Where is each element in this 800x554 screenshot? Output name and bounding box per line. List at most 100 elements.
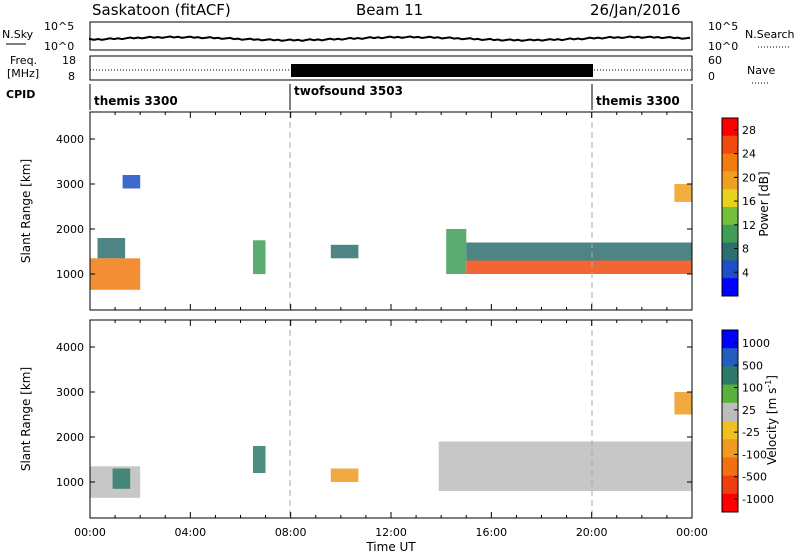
date-title: 26/Jan/2016 [590,1,681,19]
colorbar-cell [722,153,738,172]
power-y-ticks: 1000 2000 3000 4000 [56,133,692,281]
colorbar-cell [722,457,738,477]
x-tick-label: 12:00 [375,526,407,539]
noise-right-tick-top: 10^5 [708,20,738,33]
y-tick-label: 3000 [56,386,84,399]
noise-left-label: N.Sky [2,28,34,41]
power-colorbar: 4 8 12 16 20 24 28 [721,117,756,297]
colorbar-cell [722,224,738,244]
colorbar-cell [722,118,738,137]
power-x-ticks [89,112,693,310]
colorbar-tick-label: 1000 [742,337,770,350]
scatter-region-6 [466,260,693,274]
velocity-panel: 1000 2000 3000 4000 00:00 04:00 08:00 12:00 16:… [19,319,708,539]
freq-panel-frame [89,55,693,81]
power-colorbar-label: Power [dB] [757,171,771,236]
cpid-segment-1: themis 3300 [94,94,178,108]
power-y-axis-label: Slant Range [km] [19,159,33,263]
noise-sky-trace [89,35,691,42]
scatter-region-1 [97,238,126,259]
scatter-region-2 [122,175,141,189]
power-panel-frame [89,111,693,311]
velocity-y-ticks: 1000 2000 3000 4000 [56,341,692,489]
colorbar-cell [722,207,738,226]
freq-right-tick-bottom: 0 [708,70,715,83]
scatter-region-4 [438,441,692,491]
x-tick-label: 16:00 [475,526,507,539]
colorbar-tick-label: 12 [742,219,756,232]
velocity-colorbar: 1000 500 100 25 -25 -100 -500 -1000 [721,329,774,513]
colorbar-cell [722,242,738,261]
colorbar-cell [722,439,738,458]
cpid-segment-3: themis 3300 [596,94,680,108]
x-tick-label: 08:00 [275,526,307,539]
cpid-segment-2: twofsound 3503 [294,84,403,98]
velocity-blobs [90,392,692,498]
colorbar-cell [722,421,738,440]
colorbar-cell [722,260,738,279]
noise-left-tick-top: 10^5 [44,20,74,33]
colorbar-tick-label: 28 [742,124,756,137]
noise-left-tick-bottom: 10^0 [44,40,74,53]
scatter-region-5 [446,229,467,274]
scatter-region-0 [90,258,141,290]
colorbar-cell [722,189,738,208]
colorbar-frame [721,117,739,297]
colorbar-tick-label: 8 [742,243,749,256]
y-tick-label: 4000 [56,133,84,146]
colorbar-cell [722,348,738,367]
colorbar-cell [722,384,738,404]
scatter-region-3 [330,468,359,482]
freq-label-2: [MHz] [7,67,39,80]
velocity-x-ticks: 00:00 04:00 08:00 12:00 16:00 20:00 00:00 [74,320,708,539]
scatter-region-2 [253,446,266,473]
freq-label-1: Freq. [10,54,37,67]
y-tick-label: 2000 [56,223,84,236]
x-tick-label: 00:00 [74,526,106,539]
nave-dense-band [291,64,593,77]
scatter-region-3 [253,240,266,275]
noise-right-tick-bottom: 10^0 [708,40,738,53]
power-blobs [90,175,693,290]
x-tick-label: 20:00 [576,526,608,539]
scatter-region-7 [466,242,693,261]
colorbar-tick-label: 24 [742,148,756,161]
colorbar-cell [722,402,738,422]
colorbar-tick-label: 20 [742,171,756,184]
station-title: Saskatoon (fitACF) [92,1,231,19]
colorbar-cell [722,171,738,190]
colorbar-cell [722,493,738,513]
freq-right-tick-top: 60 [708,54,722,67]
freq-left-tick-bottom: 8 [68,70,75,83]
cpid-label: CPID [6,88,35,101]
colorbar-tick-label: 16 [742,195,756,208]
colorbar-cell [722,475,738,495]
x-tick-label: 00:00 [676,526,708,539]
scatter-region-1 [112,468,131,489]
colorbar-cell [722,366,738,386]
colorbar-cell [722,278,738,297]
colorbar-tick-label: -500 [742,471,767,484]
y-tick-label: 2000 [56,431,84,444]
colorbar-tick-label: 25 [742,404,756,417]
x-tick-label: 04:00 [174,526,206,539]
colorbar-tick-label: -1000 [742,493,774,506]
noise-panel-frame [89,21,693,51]
y-tick-label: 4000 [56,341,84,354]
freq-right-label: Nave [747,64,775,77]
y-tick-label: 1000 [56,476,84,489]
x-axis-label: Time UT [365,540,416,554]
freq-left-tick-top: 18 [62,54,76,67]
colorbar-cell [722,330,738,349]
velocity-y-axis-label: Slant Range [km] [19,367,33,471]
colorbar-tick-label: 100 [742,382,763,395]
colorbar-tick-label: -25 [742,426,760,439]
colorbar-tick-label: -100 [742,448,767,461]
scatter-region-8 [674,184,692,202]
velocity-colorbar-label: Velocity [m s-1] [764,375,779,465]
colorbar-cell [722,135,738,155]
scatter-region-4 [330,244,359,259]
noise-right-label: N.Search [745,28,795,41]
colorbar-frame [721,329,739,513]
